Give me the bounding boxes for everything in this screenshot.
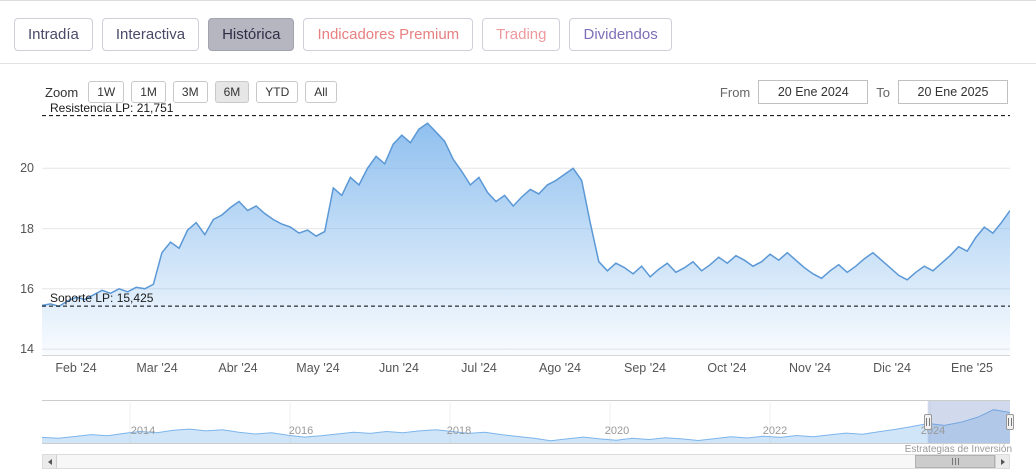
navigator-year-label: 2018 [446,425,472,437]
handle-grip-icon [1008,418,1012,426]
x-axis-label: Mar '24 [136,361,178,375]
date-range-toolbar: From To [720,80,1008,104]
from-label: From [719,84,751,100]
handle-grip-icon [925,418,930,426]
y-axis-label: 14 [20,342,34,356]
navigator-year-label: 2016 [288,425,314,437]
x-axis-label: Jun '24 [379,361,419,375]
x-axis-label: Jul '24 [461,361,497,375]
chart-scrollbar[interactable] [42,454,1010,469]
navigator-year-label: 2014 [130,425,156,437]
navigator-right-handle[interactable] [1006,414,1014,430]
right-arrow-icon [1000,458,1005,465]
tabs-divider [0,63,1036,64]
price-area-chart[interactable] [41,109,1011,356]
x-axis-label: Abr '24 [218,361,258,375]
y-axis-label: 18 [20,222,34,236]
zoom-label: Zoom [45,84,79,100]
tab-interactiva[interactable]: Interactiva [101,18,200,51]
to-date-input[interactable] [898,80,1008,104]
navigator-year-label: 2020 [604,425,630,437]
x-axis-label: Oct '24 [707,361,747,375]
tab-dividendos[interactable]: Dividendos [569,18,672,51]
tab-bar: Intradía Interactiva Histórica Indicador… [14,18,672,51]
zoom-all-button[interactable]: All [305,81,337,103]
left-arrow-icon [47,458,52,465]
x-axis-label: Feb '24 [55,361,97,375]
x-axis-label: Nov '24 [789,361,831,375]
thumb-grip-icon [954,458,956,465]
navigator-left-handle[interactable] [923,414,932,430]
x-axis-label: Ago '24 [538,361,582,375]
navigator-year-label: 2022 [762,425,788,437]
scrollbar-thumb[interactable] [915,455,995,468]
chart-credits: Estrategias de Inversión [904,444,1012,455]
y-axis-label: 20 [20,161,34,175]
tab-trading[interactable]: Trading [482,18,561,51]
x-axis-label: May '24 [296,361,340,375]
scrollbar-left-arrow-button[interactable] [43,455,57,468]
resistance-level-label: Resistencia LP: 21,751 [50,101,174,115]
x-axis-label: Sep '24 [623,361,667,375]
zoom-3m-button[interactable]: 3M [172,81,208,103]
y-axis-label: 16 [20,282,34,296]
navigator-chart[interactable] [41,400,1011,444]
x-axis-label: Dic '24 [873,361,911,375]
tab-indicadores-premium[interactable]: Indicadores Premium [303,18,474,51]
zoom-1m-button[interactable]: 1M [131,81,166,103]
zoom-6m-button[interactable]: 6M [214,81,250,103]
zoom-1w-button[interactable]: 1W [88,81,125,103]
to-label: To [876,84,890,100]
support-level-label: Soporte LP: 15,425 [50,291,154,305]
tab-intradia[interactable]: Intradía [14,18,93,51]
zoom-toolbar: Zoom 1W 1M 3M 6M YTD All [45,81,337,103]
zoom-ytd-button[interactable]: YTD [256,81,299,103]
from-date-input[interactable] [758,80,869,104]
scrollbar-right-arrow-button[interactable] [995,455,1009,468]
tab-historica[interactable]: Histórica [208,18,295,51]
x-axis-label: Ene '25 [950,361,994,375]
